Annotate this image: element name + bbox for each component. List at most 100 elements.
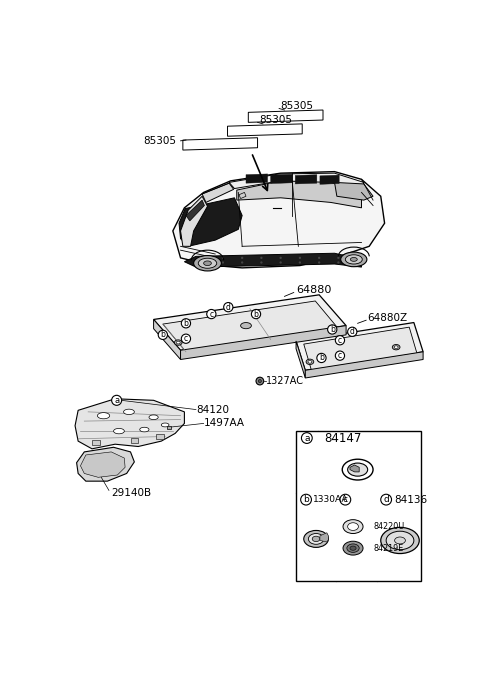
Circle shape xyxy=(203,261,205,264)
Text: c: c xyxy=(338,336,342,345)
Ellipse shape xyxy=(304,530,328,547)
Ellipse shape xyxy=(176,341,180,344)
Text: c: c xyxy=(209,310,214,318)
Text: b: b xyxy=(319,353,324,363)
Polygon shape xyxy=(246,174,267,183)
Polygon shape xyxy=(305,352,423,378)
Text: 85305: 85305 xyxy=(259,115,292,125)
Polygon shape xyxy=(202,183,234,203)
Ellipse shape xyxy=(345,255,362,264)
Polygon shape xyxy=(184,253,361,267)
Bar xyxy=(296,431,421,581)
Polygon shape xyxy=(154,320,180,359)
Polygon shape xyxy=(271,174,292,184)
Circle shape xyxy=(241,256,243,259)
Text: 84120: 84120 xyxy=(196,404,229,415)
Circle shape xyxy=(260,256,263,259)
Circle shape xyxy=(260,261,263,264)
Circle shape xyxy=(181,334,191,343)
Polygon shape xyxy=(156,434,164,439)
Ellipse shape xyxy=(343,520,363,534)
Polygon shape xyxy=(228,124,302,136)
Circle shape xyxy=(299,261,301,264)
Circle shape xyxy=(112,395,121,405)
Text: d: d xyxy=(350,327,355,336)
Polygon shape xyxy=(304,327,417,370)
Text: 1327AC: 1327AC xyxy=(266,376,304,386)
Polygon shape xyxy=(92,440,100,445)
Ellipse shape xyxy=(114,429,124,434)
Ellipse shape xyxy=(193,256,221,271)
Text: 85305: 85305 xyxy=(144,136,177,146)
Ellipse shape xyxy=(386,531,414,550)
Text: d: d xyxy=(226,303,231,312)
Polygon shape xyxy=(180,326,346,359)
Text: a: a xyxy=(304,433,310,443)
Polygon shape xyxy=(239,192,246,199)
Ellipse shape xyxy=(394,346,398,349)
Text: 85305: 85305 xyxy=(280,101,313,111)
Text: 64880: 64880 xyxy=(296,285,331,295)
Ellipse shape xyxy=(306,359,314,365)
Circle shape xyxy=(203,256,205,259)
Polygon shape xyxy=(180,197,207,246)
Circle shape xyxy=(336,336,345,345)
Polygon shape xyxy=(183,138,258,150)
Ellipse shape xyxy=(347,544,359,553)
Circle shape xyxy=(207,310,216,319)
Ellipse shape xyxy=(123,409,134,415)
Text: b: b xyxy=(330,325,335,334)
Polygon shape xyxy=(154,295,346,350)
Ellipse shape xyxy=(308,361,312,363)
Ellipse shape xyxy=(341,252,367,267)
Polygon shape xyxy=(131,438,138,443)
Ellipse shape xyxy=(198,258,217,269)
Text: b: b xyxy=(183,319,188,328)
Text: d: d xyxy=(383,495,389,504)
Text: b: b xyxy=(303,495,309,504)
Circle shape xyxy=(318,256,320,259)
Text: b: b xyxy=(253,310,258,318)
Circle shape xyxy=(317,353,326,363)
Circle shape xyxy=(158,330,168,339)
Ellipse shape xyxy=(161,423,169,427)
Circle shape xyxy=(279,256,282,259)
Polygon shape xyxy=(320,533,328,542)
Ellipse shape xyxy=(342,459,373,480)
Ellipse shape xyxy=(97,413,110,419)
Ellipse shape xyxy=(395,537,406,544)
Circle shape xyxy=(241,261,243,264)
Text: b: b xyxy=(160,330,165,339)
Circle shape xyxy=(301,433,312,444)
Circle shape xyxy=(300,494,312,505)
Circle shape xyxy=(348,327,357,336)
Polygon shape xyxy=(75,399,184,449)
Ellipse shape xyxy=(308,534,324,544)
Bar xyxy=(167,426,171,429)
Ellipse shape xyxy=(348,523,359,530)
Circle shape xyxy=(336,351,345,360)
Ellipse shape xyxy=(381,528,419,553)
Circle shape xyxy=(256,377,264,385)
Ellipse shape xyxy=(204,261,211,266)
Text: 29140B: 29140B xyxy=(111,489,151,499)
Ellipse shape xyxy=(140,427,149,432)
Circle shape xyxy=(279,261,282,264)
Text: c: c xyxy=(184,334,188,343)
Text: c: c xyxy=(338,351,342,360)
Polygon shape xyxy=(186,200,204,221)
Polygon shape xyxy=(179,198,242,246)
Ellipse shape xyxy=(392,345,400,350)
Ellipse shape xyxy=(240,322,252,328)
Text: 84220U: 84220U xyxy=(374,522,405,531)
Circle shape xyxy=(252,310,261,319)
Text: 1330AA: 1330AA xyxy=(313,495,348,504)
Ellipse shape xyxy=(348,463,368,476)
Text: 84136: 84136 xyxy=(394,495,427,505)
Circle shape xyxy=(258,380,262,382)
Polygon shape xyxy=(295,175,317,184)
Text: c: c xyxy=(343,495,348,504)
Polygon shape xyxy=(320,175,339,184)
Polygon shape xyxy=(296,322,423,370)
Circle shape xyxy=(181,319,191,328)
